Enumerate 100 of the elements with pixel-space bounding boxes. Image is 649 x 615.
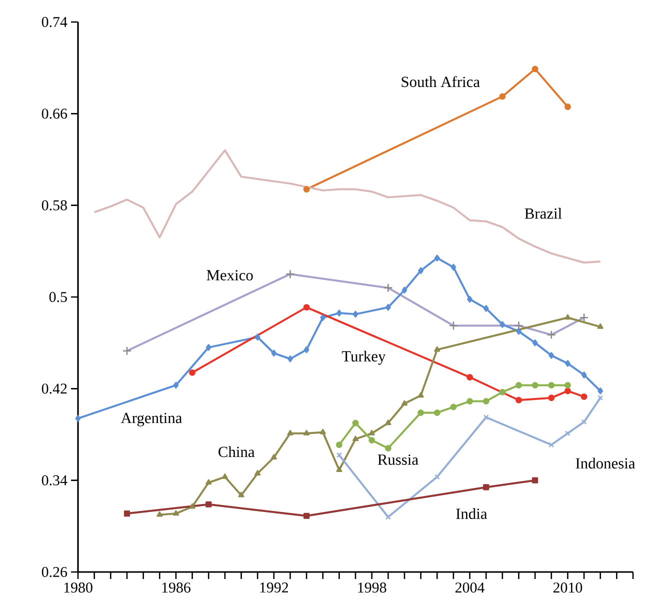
- point: [466, 398, 474, 405]
- point: [124, 510, 130, 517]
- point: [303, 186, 310, 193]
- point: [189, 369, 196, 376]
- y-tick-label: 0.42: [42, 384, 67, 394]
- point: [516, 328, 522, 335]
- y-tick-label: 0.34: [42, 475, 68, 486]
- point: [336, 442, 342, 448]
- point: [206, 344, 212, 351]
- point: [401, 400, 408, 406]
- x-tick-label: 2004: [455, 582, 484, 593]
- point: [434, 346, 440, 352]
- point: [368, 430, 375, 436]
- point: [483, 484, 490, 490]
- point: [352, 310, 358, 318]
- point: [434, 474, 440, 480]
- point: [385, 514, 391, 520]
- y-tick-label: 0.74: [42, 16, 68, 28]
- x-tick-label: 1980: [64, 582, 92, 593]
- point: [402, 286, 408, 294]
- point: [580, 393, 588, 400]
- point: [173, 382, 179, 389]
- y-tick-label: 0.5: [49, 292, 67, 302]
- point: [597, 323, 604, 329]
- point: [450, 264, 456, 271]
- point: [254, 470, 261, 476]
- point: [222, 473, 228, 479]
- point: [320, 428, 326, 434]
- point: [385, 304, 391, 311]
- point: [320, 314, 326, 322]
- series-label: Turkey: [342, 350, 386, 365]
- point: [483, 414, 489, 420]
- series-label: Brazil: [524, 208, 562, 219]
- point: [271, 350, 277, 357]
- series-label: Mexico: [206, 270, 253, 280]
- point: [254, 334, 260, 341]
- point: [336, 310, 342, 316]
- point: [598, 388, 604, 394]
- point: [303, 304, 310, 311]
- point: [450, 404, 457, 410]
- point: [189, 503, 196, 509]
- point: [156, 511, 163, 517]
- point: [548, 394, 555, 402]
- point: [418, 392, 424, 398]
- point: [466, 374, 474, 380]
- series-label: Indonesia: [576, 458, 636, 469]
- point: [499, 388, 506, 396]
- point: [483, 305, 489, 312]
- point: [482, 398, 490, 405]
- point: [352, 420, 359, 426]
- point: [467, 296, 473, 303]
- point: [172, 510, 180, 516]
- point: [581, 371, 587, 378]
- point: [206, 501, 212, 508]
- point: [270, 454, 277, 460]
- point: [516, 382, 522, 388]
- point: [418, 267, 424, 274]
- series-label: Russia: [378, 454, 418, 465]
- point: [532, 477, 538, 484]
- x-tick-label: 2010: [553, 582, 582, 593]
- point: [418, 409, 424, 416]
- point: [564, 382, 571, 388]
- point: [500, 321, 506, 328]
- point: [336, 466, 342, 472]
- point: [303, 512, 310, 519]
- point: [581, 419, 587, 425]
- series-label: India: [456, 508, 488, 519]
- point: [384, 445, 392, 452]
- point: [532, 66, 538, 72]
- point: [548, 352, 554, 359]
- point: [499, 93, 506, 100]
- point: [303, 430, 310, 436]
- point: [564, 360, 570, 367]
- point: [564, 314, 571, 320]
- point: [206, 479, 212, 485]
- point: [287, 355, 293, 362]
- y-tick-label: 0.26: [42, 566, 68, 578]
- series-label: South Africa: [402, 76, 480, 88]
- point: [304, 346, 310, 354]
- x-tick-label: 1986: [162, 582, 190, 593]
- y-tick-label: 0.66: [42, 108, 68, 119]
- point: [564, 388, 571, 394]
- point: [368, 436, 376, 444]
- point: [532, 382, 538, 388]
- point: [548, 382, 555, 388]
- point: [385, 420, 392, 426]
- x-tick-label: 1992: [260, 582, 288, 593]
- point: [516, 396, 522, 404]
- point: [434, 409, 440, 416]
- series-label: Argentina: [120, 412, 182, 426]
- point: [532, 339, 538, 346]
- point: [434, 254, 440, 262]
- point: [238, 492, 244, 498]
- y-tick-label: 0.58: [42, 200, 67, 210]
- point: [564, 430, 570, 436]
- x-tick-label: 1998: [358, 582, 386, 593]
- point: [75, 415, 81, 422]
- point: [352, 436, 359, 442]
- point: [548, 442, 554, 448]
- series-label: China: [218, 446, 255, 458]
